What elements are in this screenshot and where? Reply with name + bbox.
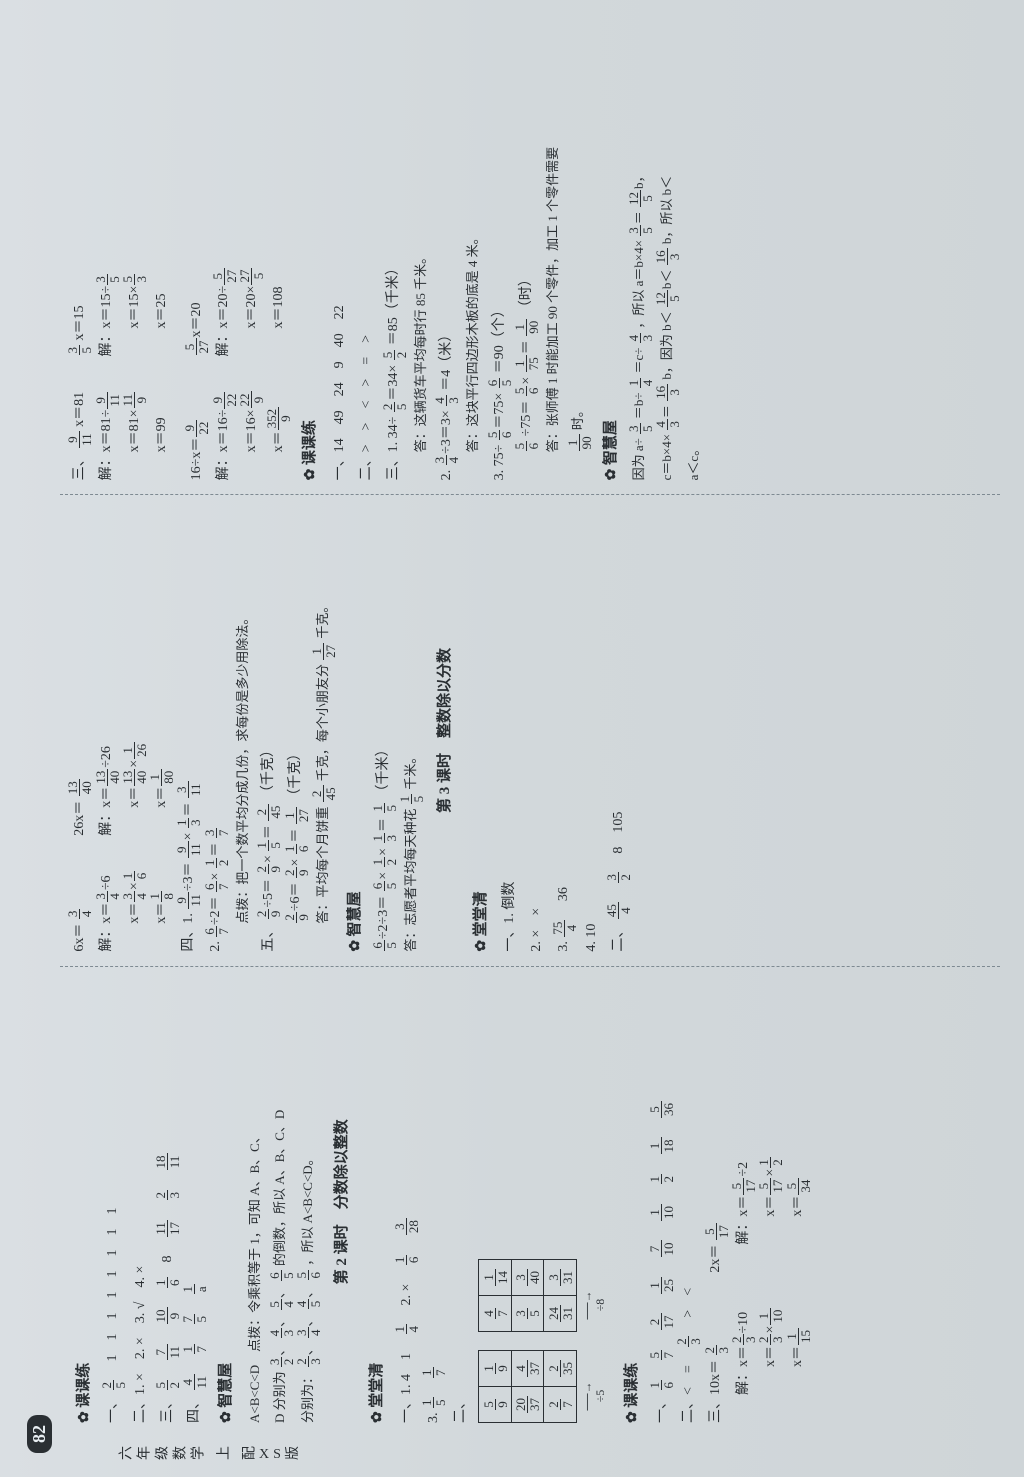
text-line: 2. 67÷2＝ 67× 12＝ 37	[202, 509, 229, 951]
answer-line: 答：平均每个月饼重 245 千克，每个小朋友分 127 千克。	[310, 509, 338, 951]
text-line: a＜c。	[681, 38, 706, 480]
text-line: 三、 52 711 109 16 8 1117 23 1811	[154, 981, 181, 1423]
page-number: 82	[27, 1415, 52, 1453]
section-heading: 课课练	[70, 981, 99, 1423]
section-heading: 堂堂清	[363, 981, 392, 1423]
text-line: 2. 34÷3＝3× 43 ＝4（米）	[433, 38, 460, 480]
text-line: 二、> > < > = >	[353, 38, 380, 480]
section-heading: 堂堂清	[467, 509, 496, 951]
text-line: 因为 a÷ 35 ＝b÷ 14 ＝c÷ 43 ，所以 a＝b×4× 35＝ 12…	[626, 38, 654, 480]
text-line: 190 时。	[565, 38, 593, 480]
section-heading: 智慧屋	[597, 38, 626, 480]
text-line: 3. 15 17	[420, 981, 447, 1423]
text-line: 2. × ×	[523, 509, 550, 951]
text-line: 一、1. 4 1 14 2. × 16 328	[393, 981, 420, 1423]
text-line: 四、1. 911÷3＝ 911× 13＝ 311	[175, 509, 202, 951]
answer-line: 答：志愿者平均每天种花 15 千米。	[398, 509, 426, 951]
page-header: 82	[18, 24, 60, 1453]
answer-line: 答：张师傅 1 时能加工 90 个零件，加工 1 个零件需要	[540, 38, 565, 480]
data-table: 47 114 35 340 2431 331	[478, 1259, 577, 1332]
column-2: 6x＝ 34 解：x＝34÷6 x＝34×16 x＝18 26x＝ 1340 解…	[60, 495, 1000, 966]
text-line: 二、1. × 2. × 3. √ 4. ×	[127, 981, 154, 1423]
text-line: 4. 10	[578, 509, 605, 951]
section-heading: 课课练	[296, 38, 325, 480]
table-wrap: 二、 59 19 2037 437 27 235	[447, 981, 614, 1423]
text-line: 一、1. 倒数	[496, 509, 523, 951]
answer-line: 答：这辆货车平均每时行 85 千米。	[408, 38, 433, 480]
text-line: c＝b×4× 43＝ 163 b，因为 b＜ 125b＜ 163 b，所以 b＜	[654, 38, 682, 480]
text-line: D 分别为 32、 43、 54、 65 的倒数，所以 A、B、C、D	[267, 981, 295, 1423]
tip-line: 点拨：把一个数平均分成几份，求每份是多少用除法。	[230, 509, 255, 951]
text-line: 65÷2÷3＝ 65× 12× 13＝ 15 （千米）	[370, 509, 397, 951]
section-heading: 课课练	[618, 981, 647, 1423]
equation-row: 三、10x＝ 23 解：x＝23÷10 x＝23×110 x＝115 2x＝ 5…	[702, 981, 811, 1423]
text-line: 一、 25 1 1 1 1 1 1 1 1	[99, 981, 126, 1423]
section-heading: 智慧屋	[341, 509, 370, 951]
equation-row: 三、 911 x＝81 解：x＝81÷911 x＝81×119 x＝99 16÷…	[66, 38, 292, 480]
column-3: 三、 911 x＝81 解：x＝81÷911 x＝81×119 x＝99 16÷…	[60, 24, 1000, 495]
text-line: 二、< = 23 > <	[675, 981, 702, 1423]
text-line: 3. 754 36	[550, 509, 577, 951]
text-line: A<B<C<D 点拨：令乘积等于 1，可知 A、B、C、	[242, 981, 267, 1423]
lesson-title: 第 3 课时 整数除以分数	[431, 509, 460, 951]
text-line: 一、 16 57 217 125 710 110 12 118 536	[648, 981, 675, 1423]
column-1: 课课练 一、 25 1 1 1 1 1 1 1 1 二、1. × 2. × 3.…	[60, 967, 1000, 1453]
answer-line: 答：这块平行四边形木板的底是 4 米。	[460, 38, 485, 480]
arrow-label: ──→÷5	[581, 1369, 607, 1423]
text-line: 56 ÷75＝ 56× 175＝ 190 （时）	[513, 38, 540, 480]
text-line: 四、 411 17 75 1a	[181, 981, 208, 1423]
data-table: 59 19 2037 437 27 235	[478, 1350, 577, 1423]
arrow-label: ──→÷8	[581, 1278, 607, 1332]
lesson-title: 第 2 课时 分数除以整数	[328, 981, 357, 1423]
text-line: 三、1. 34÷ 25＝34× 52 ＝85（千米）	[380, 38, 407, 480]
content-columns: 课课练 一、 25 1 1 1 1 1 1 1 1 二、1. × 2. × 3.…	[60, 24, 1000, 1453]
text-line: 3. 75÷ 56＝75× 65 ＝90（个）	[486, 38, 513, 480]
text-line: 一、14 49 24 9 40 22	[326, 38, 353, 480]
spine-label: 六年级数学 上 配XS版	[60, 1445, 360, 1471]
text-line: 二、 454 32 8 105	[605, 509, 632, 951]
text-line: 29÷6＝ 29× 16＝ 127 （千克）	[282, 509, 309, 951]
section-heading: 智慧屋	[212, 981, 241, 1423]
equation-row: 6x＝ 34 解：x＝34÷6 x＝34×16 x＝18 26x＝ 1340 解…	[66, 509, 175, 951]
text-line: 五、 29÷5＝ 29× 15＝ 245 （千克）	[255, 509, 282, 951]
text-line: 分别为： 23、 34、 45、 56 ，所以 A<B<C<D。	[295, 981, 323, 1423]
